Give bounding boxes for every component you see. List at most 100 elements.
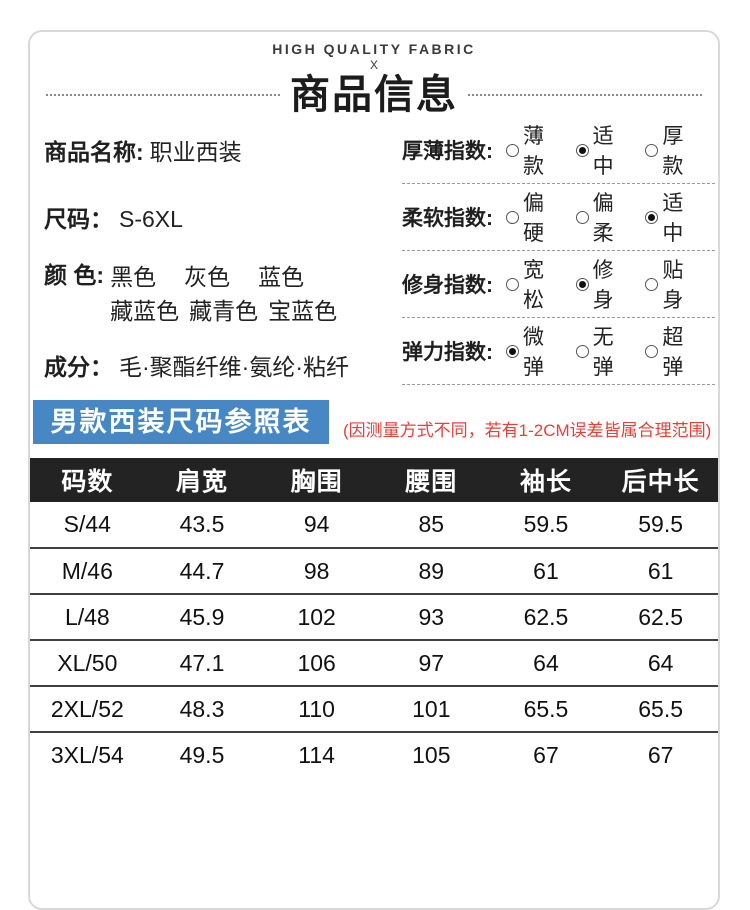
radio-option[interactable]: 偏柔	[575, 187, 622, 247]
waist-cell: 101	[373, 685, 489, 732]
column-header: 后中长	[603, 458, 718, 502]
waist-cell: 97	[373, 639, 489, 686]
radio-option-label: 适中	[662, 192, 684, 245]
title-row: 商品信息	[30, 73, 718, 117]
radio-option-label: 偏硬	[523, 192, 544, 245]
back-length-cell: 59.5	[638, 511, 684, 537]
info-section: 商品名称: 职业西装 尺码： S-6XL 颜 色: 黑色 灰色 蓝色 藏蓝色	[30, 117, 718, 385]
radio-option-label: 偏柔	[592, 192, 614, 245]
radio-option[interactable]: 无弹	[575, 321, 622, 381]
table-row: S/44 43.5 94 85 59.5 59.5	[30, 502, 718, 548]
radio-option-label: 微弹	[523, 326, 544, 379]
column-header: 袖长	[488, 458, 604, 502]
fit-index-label: 修身指数:	[402, 274, 493, 297]
page-title: 商品信息	[290, 73, 458, 117]
index-row-softness: 柔软指数: 偏硬 偏柔 适中	[402, 184, 715, 251]
waist-cell: 93	[373, 593, 489, 640]
index-row-elasticity: 弹力指数: 微弹 无弹 超弹	[402, 318, 715, 385]
back-length-cell: 61	[603, 547, 718, 594]
table-row: XL/50 47.1 106 97 64 64	[30, 639, 718, 686]
product-info-card: HIGH QUALITY FABRIC X 商品信息 商品名称: 职业西装 尺码…	[28, 30, 720, 910]
table-row: L/48 45.9 102 93 62.5 62.5	[30, 593, 718, 640]
radio-option[interactable]: 薄款	[506, 120, 552, 180]
radio-option-label: 超弹	[662, 326, 684, 379]
radio-option[interactable]: 微弹	[506, 321, 552, 381]
title-left-dotted-line	[46, 94, 280, 96]
size-table-header-row: 码数 肩宽 胸围 腰围 袖长 后中长	[30, 458, 718, 502]
radio-option[interactable]: 厚款	[645, 120, 691, 180]
product-name-value: 职业西装	[149, 139, 242, 165]
radio-icon	[506, 277, 519, 291]
back-length-cell: 64	[603, 639, 718, 686]
back-length-cell: 65.5	[603, 685, 718, 732]
column-header: 胸围	[259, 458, 374, 502]
radio-option-label: 无弹	[592, 326, 614, 379]
product-fields: 商品名称: 职业西装 尺码： S-6XL 颜 色: 黑色 灰色 蓝色 藏蓝色	[44, 117, 402, 385]
sleeve-cell: 59.5	[523, 511, 569, 537]
radio-icon	[575, 344, 589, 358]
radio-icon	[645, 143, 659, 157]
radio-option-label: 厚款	[662, 125, 684, 178]
color-option: 宝蓝色	[268, 298, 338, 324]
radio-option[interactable]: 修身	[575, 254, 622, 314]
field-size-range: 尺码： S-6XL	[44, 204, 402, 234]
radio-option[interactable]: 贴身	[645, 254, 691, 314]
field-product-name: 商品名称: 职业西装	[44, 137, 402, 167]
chest-cell: 114	[259, 731, 374, 778]
shoulder-cell: 43.5	[179, 511, 225, 537]
radio-icon	[506, 344, 519, 358]
elasticity-index-label: 弹力指数:	[402, 341, 493, 364]
size-chart-table: 码数 肩宽 胸围 腰围 袖长 后中长 S/44 43.5 94 85 59.5 …	[30, 458, 718, 778]
size-range-label: 尺码：	[44, 206, 113, 232]
title-right-dotted-line	[468, 94, 702, 96]
shoulder-cell: 45.9	[144, 593, 260, 640]
measurement-tolerance-note: (因测量方式不同，若有1-2CM误差皆属合理范围)	[343, 421, 712, 440]
sleeve-cell: 65.5	[488, 685, 604, 732]
radio-icon	[645, 277, 659, 291]
chest-cell: 110	[259, 685, 374, 732]
radio-icon	[575, 277, 589, 291]
radio-option[interactable]: 超弹	[645, 321, 691, 381]
size-cell: XL/50	[30, 639, 145, 686]
sleeve-cell: 64	[488, 639, 604, 686]
radio-icon	[645, 344, 659, 358]
radio-icon	[645, 210, 659, 224]
thickness-index-label: 厚薄指数:	[402, 140, 493, 163]
colors-values: 黑色 灰色 蓝色 藏蓝色 藏青色 宝蓝色	[110, 260, 337, 328]
sleeve-cell: 61	[488, 547, 604, 594]
product-name-label: 商品名称:	[44, 139, 144, 165]
shoulder-cell: 47.1	[144, 639, 260, 686]
table-row: M/46 44.7 98 89 61 61	[30, 547, 718, 594]
column-header: 肩宽	[144, 458, 260, 502]
tagline: HIGH QUALITY FABRIC	[272, 41, 476, 57]
waist-cell: 105	[373, 731, 489, 778]
size-chart-header-row: 男款西装尺码参照表 (因测量方式不同，若有1-2CM误差皆属合理范围)	[33, 400, 718, 444]
color-option: 黑色	[110, 264, 157, 290]
colors-line-1: 黑色 灰色 蓝色	[110, 260, 337, 294]
sleeve-cell: 67	[488, 731, 604, 778]
shoulder-cell: 48.3	[144, 685, 260, 732]
chest-cell: 102	[259, 593, 374, 640]
radio-icon	[506, 210, 519, 224]
size-chart-banner: 男款西装尺码参照表	[33, 400, 329, 444]
size-cell: 2XL/52	[30, 685, 145, 732]
colors-line-2: 藏蓝色 藏青色 宝蓝色	[110, 294, 337, 328]
back-length-cell: 62.5	[603, 593, 718, 640]
size-cell: M/46	[30, 547, 145, 594]
radio-option[interactable]: 适中	[645, 187, 691, 247]
chest-cell: 106	[259, 639, 374, 686]
waist-cell: 89	[373, 547, 489, 594]
radio-option-label: 修身	[592, 259, 614, 312]
radio-option[interactable]: 偏硬	[506, 187, 552, 247]
radio-icon	[506, 143, 519, 157]
radio-option[interactable]: 宽松	[506, 254, 552, 314]
shoulder-cell: 49.5	[144, 731, 260, 778]
chest-cell: 94	[303, 511, 330, 537]
index-row-thickness: 厚薄指数: 薄款 适中 厚款	[402, 117, 715, 184]
radio-option[interactable]: 适中	[575, 120, 622, 180]
color-option: 藏青色	[189, 298, 259, 324]
field-colors: 颜 色: 黑色 灰色 蓝色 藏蓝色 藏青色 宝蓝色	[44, 260, 402, 328]
chest-cell: 98	[259, 547, 374, 594]
radio-icon	[575, 210, 589, 224]
index-row-fit: 修身指数: 宽松 修身 贴身	[402, 251, 715, 318]
